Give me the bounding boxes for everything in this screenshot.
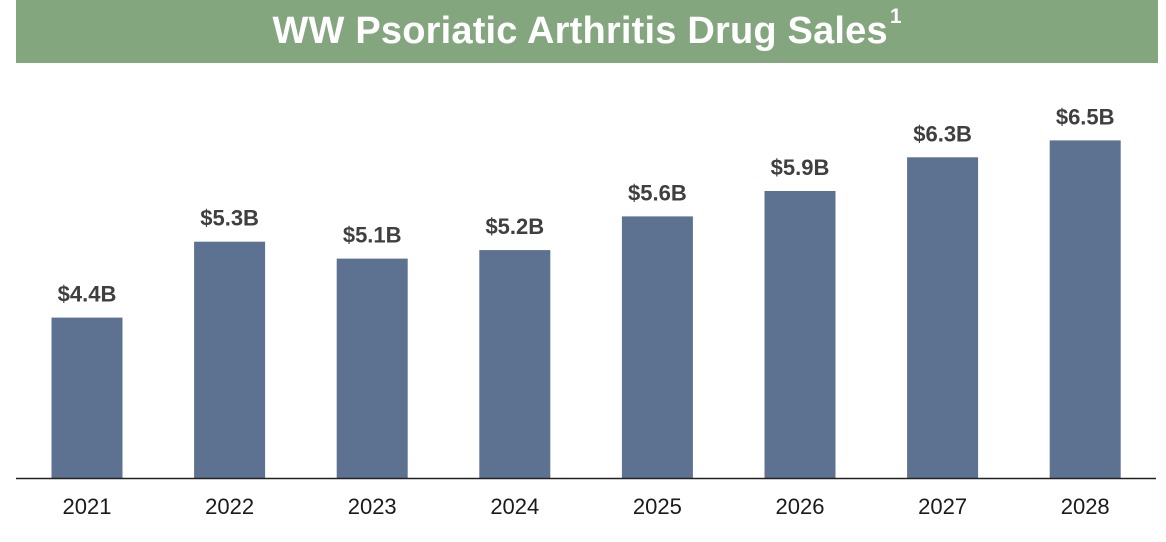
data-label-2024: $5.2B <box>485 214 544 239</box>
x-tick-label-2026: 2026 <box>776 494 825 519</box>
x-tick-label-2022: 2022 <box>205 494 254 519</box>
data-label-2025: $5.6B <box>628 180 687 205</box>
x-tick-label-2025: 2025 <box>633 494 682 519</box>
data-label-2026: $5.9B <box>771 155 830 180</box>
bar-2021 <box>51 317 123 478</box>
bar-2025 <box>621 216 693 478</box>
x-tick-label-2024: 2024 <box>490 494 539 519</box>
bar-2026 <box>764 191 836 478</box>
x-tick-label-2027: 2027 <box>918 494 967 519</box>
bar-2023 <box>336 258 408 478</box>
data-label-2022: $5.3B <box>200 206 259 231</box>
data-label-2023: $5.1B <box>343 223 402 248</box>
data-label-2028: $6.5B <box>1056 104 1115 129</box>
x-tick-label-2021: 2021 <box>63 494 112 519</box>
bar-2027 <box>907 157 979 479</box>
x-tick-label-2023: 2023 <box>348 494 397 519</box>
chart-title-banner: WW Psoriatic Arthritis Drug Sales 1 <box>16 0 1158 63</box>
bar-2024 <box>479 250 551 478</box>
bar-2022 <box>194 241 266 478</box>
data-label-2027: $6.3B <box>913 121 972 146</box>
chart-title: WW Psoriatic Arthritis Drug Sales <box>272 10 888 52</box>
data-label-2021: $4.4B <box>58 282 117 307</box>
x-tick-label-2028: 2028 <box>1061 494 1110 519</box>
chart-title-footnote-marker: 1 <box>889 4 902 28</box>
bar-2028 <box>1049 140 1121 478</box>
